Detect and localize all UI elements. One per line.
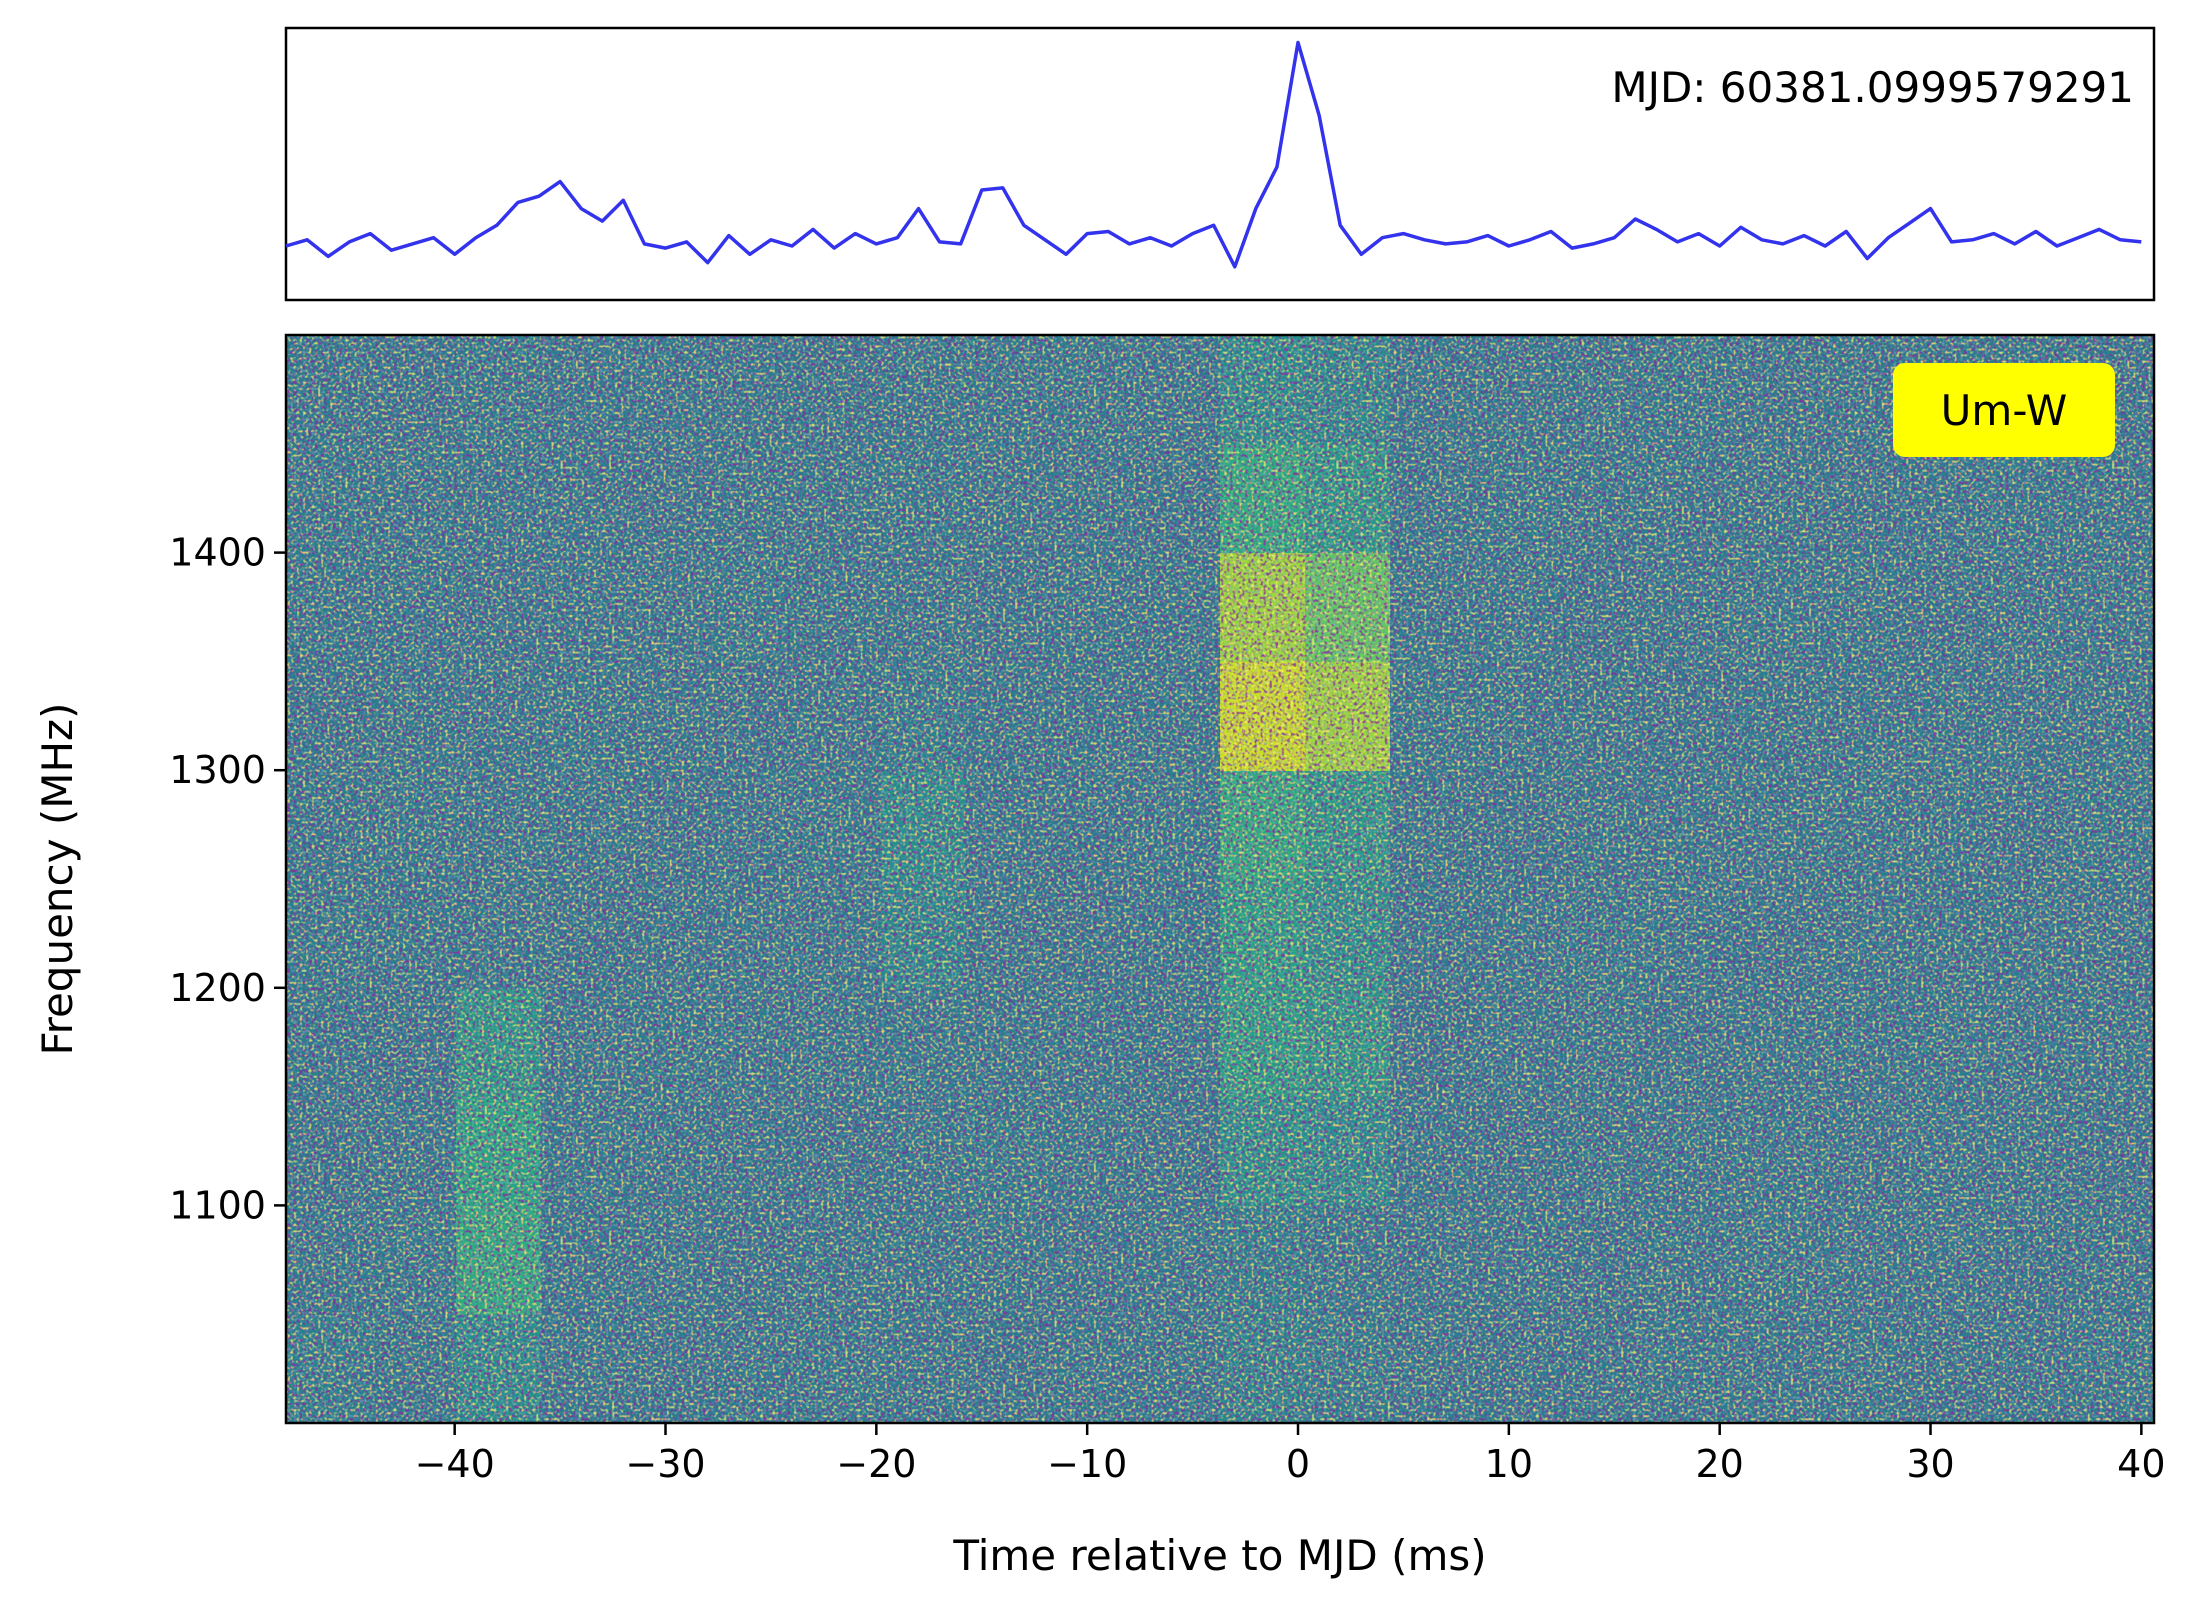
x-tick-label: −20 (836, 1442, 916, 1486)
noise-texture (286, 335, 2154, 1423)
x-tick-label: −10 (1047, 1442, 1127, 1486)
x-tick-label: 10 (1485, 1442, 1533, 1486)
x-tick-label: 0 (1286, 1442, 1310, 1486)
x-tick-label: 20 (1695, 1442, 1743, 1486)
label-box (1893, 363, 2115, 457)
mjd-annotation: MJD: 60381.0999579291 (1611, 63, 2134, 112)
x-tick-label: 40 (2117, 1442, 2165, 1486)
profile-frame (284, 26, 2156, 302)
profile-line (285, 40, 2142, 269)
heatmap-frame (284, 333, 2156, 1425)
x-tick-label: −30 (625, 1442, 705, 1486)
receiver-label: Um-W (1941, 386, 2068, 435)
x-tick-label: −40 (415, 1442, 495, 1486)
y-tick-label: 1400 (169, 531, 266, 575)
x-axis-label: Time relative to MJD (ms) (952, 1531, 1486, 1580)
y-tick-label: 1100 (169, 1183, 266, 1227)
y-tick-label: 1300 (169, 748, 266, 792)
y-axis-label: Frequency (MHz) (33, 703, 82, 1056)
x-tick-label: 30 (1906, 1442, 1954, 1486)
y-tick-label: 1200 (169, 966, 266, 1010)
